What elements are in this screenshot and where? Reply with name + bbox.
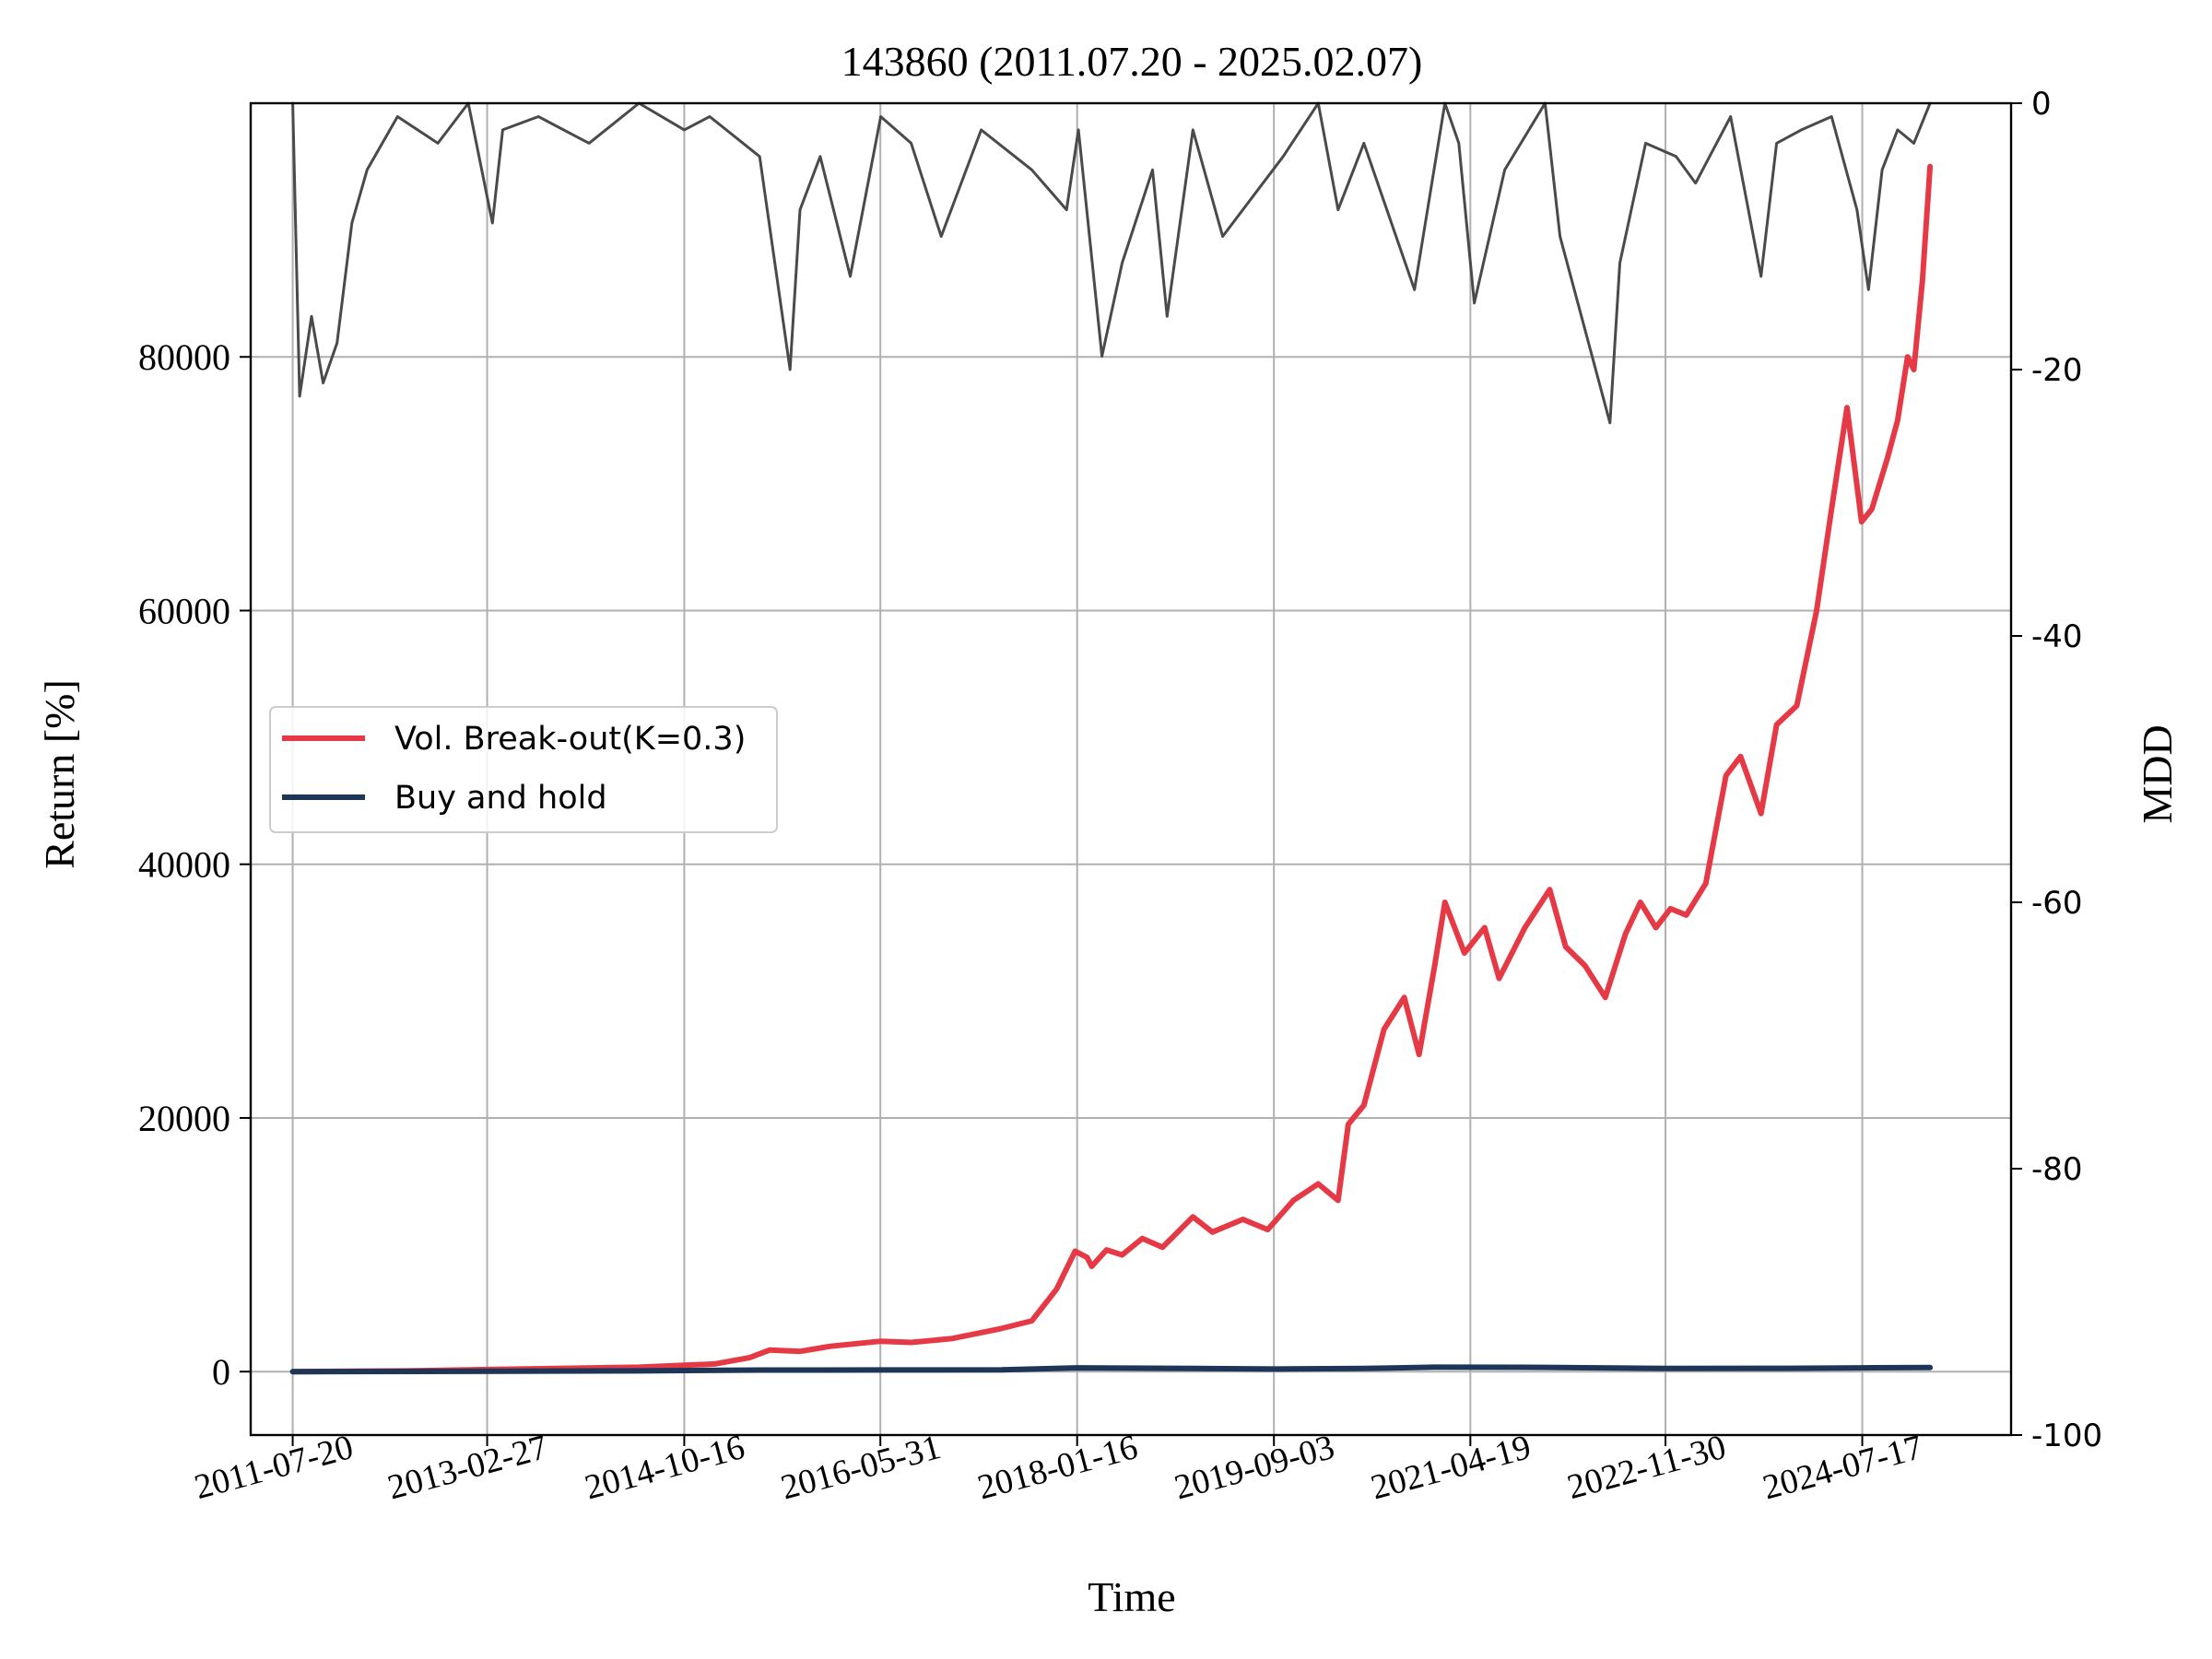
x-tick-label: 2013-02-27: [383, 1428, 551, 1507]
x-tick-label: 2016-05-31: [777, 1428, 945, 1507]
grid-lines: [251, 103, 2011, 1435]
series-line-buy-and-hold: [289, 1364, 1934, 1375]
y2-tick-label: -100: [2031, 1418, 2102, 1454]
x-tick-label: 2022-11-30: [1563, 1428, 1730, 1507]
y-tick-label: 40000: [138, 844, 230, 886]
y2-tick-label: -80: [2031, 1151, 2083, 1188]
y2-tick-label: -40: [2031, 618, 2083, 655]
y-tick-label: 60000: [138, 590, 230, 631]
series-line-mdd: [291, 101, 1932, 425]
x-tick-label: 2024-07-17: [1759, 1428, 1926, 1507]
y-tick-label: 20000: [138, 1098, 230, 1139]
legend: Vol. Break-out(K=0.3) Buy and hold: [269, 706, 778, 833]
y2-axis-label: MDD: [2134, 724, 2181, 823]
x-axis-ticks: 2011-07-20 2013-02-27 2014-10-16 2016-05-31…: [191, 1428, 1927, 1507]
y-axis-ticks: 0 20000 40000 60000 80000: [138, 336, 251, 1393]
plot-frame: [249, 101, 2013, 1437]
series-line-vol-break-out-k-0-3: [289, 163, 1934, 1375]
x-axis-label: Time: [1088, 1573, 1175, 1620]
y-tick-label: 80000: [138, 336, 230, 378]
x-tick-label: 2014-10-16: [581, 1428, 748, 1507]
legend-label-buy-and-hold: Buy and hold: [394, 780, 607, 817]
x-tick-label: 2011-07-20: [191, 1428, 358, 1507]
y2-tick-label: -60: [2031, 885, 2083, 922]
x-tick-label: 2018-01-16: [973, 1428, 1141, 1507]
y-axis-label: Return [%]: [36, 679, 83, 869]
chart-title: 143860 (2011.07.20 - 2025.02.07): [841, 38, 1423, 85]
x-tick-label: 2019-09-03: [1171, 1428, 1338, 1507]
x-tick-label: 2021-04-19: [1367, 1428, 1535, 1507]
y2-tick-label: -20: [2031, 352, 2083, 389]
y2-axis-ticks: 0 -20 -40 -60 -80 -100: [2011, 86, 2102, 1454]
y-tick-label: 0: [212, 1351, 230, 1393]
mdd-series-layer: [291, 101, 1932, 425]
y2-tick-label: 0: [2031, 86, 2052, 123]
legend-box: [269, 706, 778, 833]
legend-label-vol-breakout: Vol. Break-out(K=0.3): [394, 721, 746, 758]
return-series-layer: [289, 163, 1934, 1375]
